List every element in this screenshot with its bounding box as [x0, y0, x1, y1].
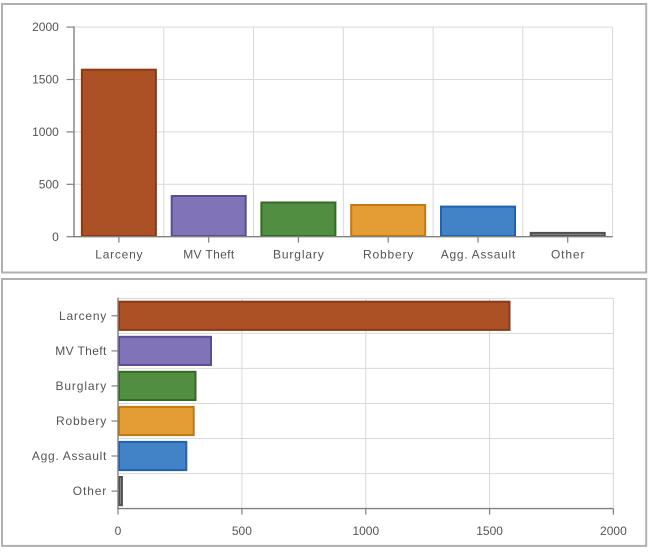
svg-text:MV Theft: MV Theft — [55, 344, 107, 358]
svg-text:1500: 1500 — [476, 524, 503, 538]
svg-text:Robbery: Robbery — [56, 414, 106, 428]
svg-text:Agg. Assault: Agg. Assault — [441, 248, 516, 262]
svg-text:500: 500 — [232, 524, 252, 538]
svg-text:2000: 2000 — [32, 20, 59, 34]
svg-text:1000: 1000 — [32, 125, 59, 139]
svg-text:500: 500 — [39, 177, 59, 191]
svg-text:Burglary: Burglary — [56, 379, 107, 393]
svg-text:Burglary: Burglary — [273, 248, 324, 262]
svg-text:Other: Other — [73, 484, 107, 498]
svg-text:Agg. Assault: Agg. Assault — [32, 449, 107, 463]
svg-text:1000: 1000 — [352, 524, 379, 538]
svg-text:1500: 1500 — [32, 73, 59, 87]
svg-text:2000: 2000 — [600, 524, 627, 538]
svg-text:0: 0 — [52, 230, 59, 244]
svg-text:Robbery: Robbery — [363, 248, 413, 262]
svg-text:Larceny: Larceny — [59, 309, 106, 323]
svg-text:Other: Other — [551, 248, 585, 262]
svg-text:0: 0 — [115, 524, 122, 538]
svg-text:Larceny: Larceny — [95, 248, 142, 262]
svg-text:MV Theft: MV Theft — [183, 248, 235, 262]
